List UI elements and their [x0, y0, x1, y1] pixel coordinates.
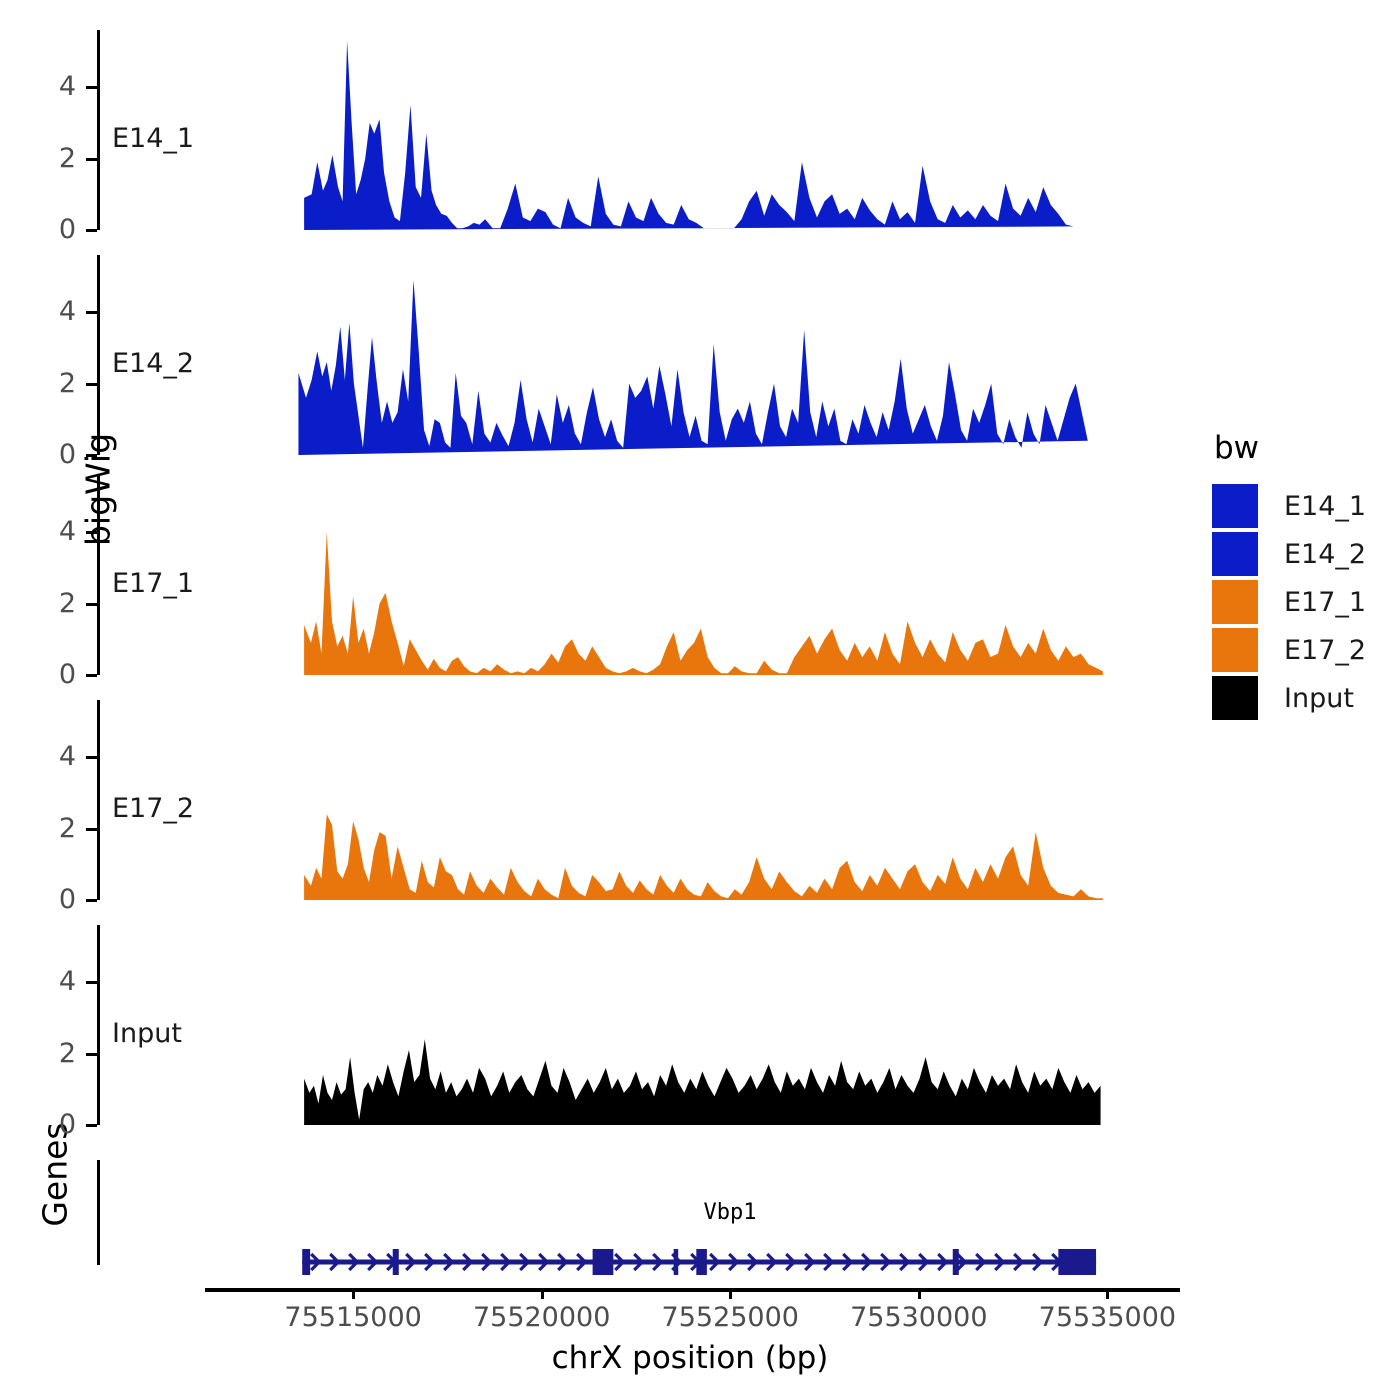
- y-tick-label: 4: [58, 71, 76, 103]
- track-panel-e17_1: 0 2 4 E17_1: [0, 475, 1180, 688]
- track-panel-e14_1: 0 2 4 E14_1: [0, 30, 1180, 243]
- y-tick-label: 0: [58, 1109, 76, 1140]
- signal-track-e14_2[interactable]: [240, 255, 1130, 455]
- track-label-e14_1: E14_1: [112, 122, 195, 154]
- y-tick: [86, 899, 97, 902]
- x-tick-label: 75525000: [661, 1302, 799, 1333]
- legend-item-input[interactable]: Input: [1212, 676, 1392, 720]
- gene-model-track[interactable]: [240, 1245, 1130, 1279]
- y-tick-label: 2: [58, 367, 76, 399]
- y-tick: [86, 756, 97, 760]
- y-tick-label: 0: [58, 214, 76, 245]
- y-tick-label: 2: [58, 812, 76, 844]
- legend-swatch-icon: [1212, 580, 1258, 624]
- track-panel-input: 0 2 4 Input: [0, 925, 1180, 1138]
- legend-item-label: Input: [1284, 682, 1354, 714]
- y-tick: [86, 674, 97, 677]
- y-tick: [86, 382, 97, 386]
- y-tick-label: 4: [58, 741, 76, 773]
- legend-item-label: E14_2: [1284, 538, 1367, 570]
- x-tick-label: 75530000: [850, 1302, 988, 1333]
- signal-track-e17_2[interactable]: [240, 700, 1130, 900]
- legend-item-e14_2[interactable]: E14_2: [1212, 532, 1392, 576]
- x-tick: [729, 1288, 733, 1299]
- y-tick: [86, 86, 97, 90]
- y-tick: [86, 1124, 97, 1127]
- y-tick-label: 0: [58, 659, 76, 690]
- track-label-e17_1: E17_1: [112, 567, 195, 599]
- x-tick: [917, 1288, 921, 1299]
- gene-label: Vbp1: [703, 1200, 757, 1225]
- x-tick: [352, 1288, 356, 1299]
- y-axis-line: [97, 475, 100, 675]
- x-tick-label: 75520000: [472, 1302, 611, 1333]
- legend-items: E14_1 E14_2 E17_1 E17_2 Input: [1212, 484, 1392, 720]
- y-tick-label: 2: [58, 587, 76, 619]
- y-tick: [86, 311, 97, 315]
- y-tick-label: 4: [58, 966, 76, 998]
- track-panel-e17_2: 0 2 4 E17_2: [0, 700, 1180, 913]
- x-tick: [540, 1288, 544, 1299]
- legend-item-label: E17_2: [1284, 634, 1367, 666]
- y-tick: [86, 229, 97, 232]
- x-tick: [1106, 1288, 1110, 1299]
- legend-swatch-icon: [1212, 676, 1258, 720]
- track-label-input: Input: [112, 1017, 182, 1049]
- legend-item-e17_1[interactable]: E17_1: [1212, 580, 1392, 624]
- y-tick-label: 0: [58, 439, 76, 470]
- y-tick-label: 4: [58, 516, 76, 548]
- y-tick: [86, 157, 97, 161]
- y-tick: [86, 531, 97, 535]
- y-axis-line: [97, 700, 100, 900]
- y-axis-line: [97, 925, 100, 1125]
- y-tick: [86, 602, 97, 606]
- y-axis-line: [97, 30, 100, 230]
- signal-track-e17_1[interactable]: [240, 475, 1130, 675]
- y-tick-label: 0: [58, 884, 76, 915]
- y-tick: [86, 981, 97, 985]
- x-tick-label: 75535000: [1038, 1302, 1177, 1333]
- x-axis-line: [205, 1288, 1180, 1292]
- legend-title: bw: [1214, 430, 1260, 466]
- signal-track-e14_1[interactable]: [240, 30, 1130, 230]
- legend-item-e14_1[interactable]: E14_1: [1212, 484, 1392, 528]
- signal-track-input[interactable]: [240, 925, 1130, 1125]
- legend-item-label: E14_1: [1284, 490, 1367, 522]
- y-tick: [86, 1052, 97, 1056]
- genes-axis-line: [97, 1160, 100, 1265]
- track-label-e17_2: E17_2: [112, 792, 195, 824]
- y-tick-label: 2: [58, 142, 76, 174]
- y-tick: [86, 454, 97, 457]
- y-axis-line: [97, 255, 100, 455]
- legend-swatch-icon: [1212, 628, 1258, 672]
- y-tick-label: 2: [58, 1037, 76, 1069]
- legend: bw E14_1 E14_2 E17_1 E17_2 Input: [1212, 430, 1392, 724]
- legend-swatch-icon: [1212, 484, 1258, 528]
- y-tick: [86, 827, 97, 831]
- legend-item-label: E17_1: [1284, 586, 1367, 618]
- legend-swatch-icon: [1212, 532, 1258, 576]
- track-panel-e14_2: 0 2 4 E14_2: [0, 255, 1180, 468]
- x-axis-title: chrX position (bp): [551, 1340, 829, 1376]
- x-tick-label: 75515000: [284, 1302, 422, 1333]
- track-label-e14_2: E14_2: [112, 347, 195, 379]
- legend-item-e17_2[interactable]: E17_2: [1212, 628, 1392, 672]
- y-tick-label: 4: [58, 296, 76, 328]
